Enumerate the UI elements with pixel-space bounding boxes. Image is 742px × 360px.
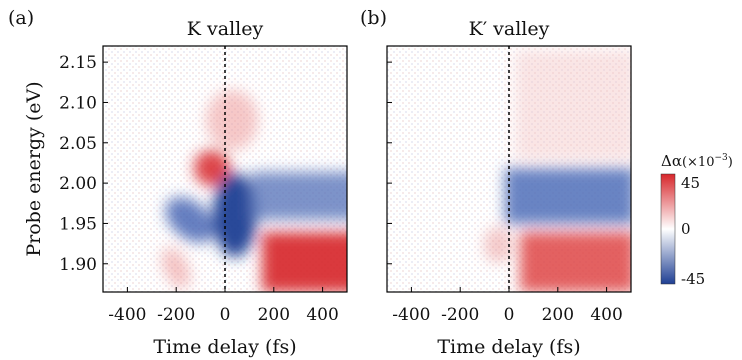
k-valley-negative-diag <box>165 197 215 243</box>
k-valley-negative-core <box>213 173 257 257</box>
colorbar-label-close: ) <box>728 155 733 170</box>
k-valley-negative-band <box>250 172 347 220</box>
colorbar: Δα(×10−3) 45 0 -45 <box>660 152 733 288</box>
kprime-positive-onset <box>484 227 512 263</box>
kprime-negative-band <box>505 168 631 224</box>
y-tick-label-5: 2.15 <box>59 53 97 73</box>
y-tick-label-2: 2.00 <box>59 174 97 194</box>
k-valley-positive-diag <box>161 247 191 289</box>
x-tick-label-b-0: -400 <box>392 305 430 325</box>
heatmap-k-valley <box>103 46 347 292</box>
y-tick-label-3: 2.05 <box>59 134 97 154</box>
k-valley-positive-band <box>262 232 347 292</box>
y-tick-label-1: 1.95 <box>59 214 97 234</box>
x-axis-label-a: Time delay (fs) <box>153 336 296 358</box>
panel-label-a: (a) <box>8 7 34 29</box>
heatmap-kprime-valley <box>387 46 631 292</box>
x-tick-label-b-3: 200 <box>542 305 574 325</box>
panel-b-title: K′ valley <box>469 18 550 40</box>
colorbar-label-exp: −3 <box>714 153 728 163</box>
k-valley-positive-upper-core <box>194 150 230 186</box>
x-tick-label-a-4: 400 <box>306 305 338 325</box>
y-tick-label-4: 2.10 <box>59 93 97 113</box>
x-tick-label-a-1: -200 <box>157 305 195 325</box>
x-tick-label-a-0: -400 <box>108 305 146 325</box>
colorbar-gradient <box>660 173 676 285</box>
y-tick-label-0: 1.90 <box>59 255 97 275</box>
y-axis-ticks: 1.90 1.95 2.00 2.05 2.10 2.15 <box>59 53 392 275</box>
colorbar-label-main: Δα <box>661 152 682 170</box>
x-axis-label-b: Time delay (fs) <box>437 336 580 358</box>
panel-a-ticks: -400 -200 0 200 400 <box>108 287 339 325</box>
panel-a-title: K valley <box>187 18 264 40</box>
colorbar-label: Δα(×10−3) <box>661 152 733 170</box>
k-valley-positive-upper-lobe <box>206 90 258 150</box>
panel-b-ticks: -400 -200 0 200 400 <box>392 287 623 325</box>
colorbar-max-label: 45 <box>681 174 700 192</box>
x-tick-label-a-2: 0 <box>220 305 231 325</box>
x-tick-label-a-3: 200 <box>258 305 290 325</box>
kprime-positive-band <box>520 232 631 292</box>
kprime-upper-faint-positive <box>515 50 631 160</box>
colorbar-label-scale: (×10 <box>682 155 715 170</box>
colorbar-min-label: -45 <box>681 270 705 288</box>
colorbar-mid-label: 0 <box>681 220 691 238</box>
y-axis-label: Probe energy (eV) <box>23 81 45 256</box>
x-tick-label-b-2: 0 <box>504 305 515 325</box>
panel-label-b: (b) <box>360 7 387 29</box>
x-tick-label-b-1: -200 <box>441 305 479 325</box>
x-tick-label-b-4: 400 <box>590 305 622 325</box>
